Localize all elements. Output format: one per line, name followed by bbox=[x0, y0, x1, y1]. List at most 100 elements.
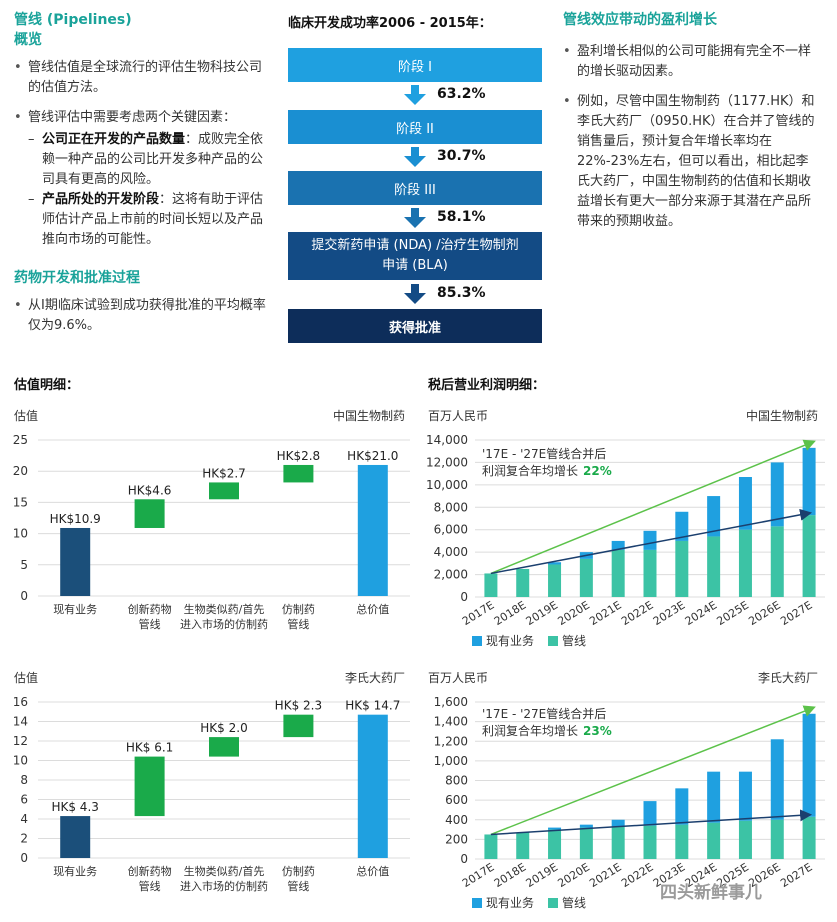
y-tick-label: 12 bbox=[13, 734, 28, 748]
x-tick-label: 2027E bbox=[778, 598, 815, 628]
bar-existing bbox=[675, 788, 689, 825]
bullet-key-factors: 管线评估中需要考虑两个关键因素： bbox=[14, 108, 270, 128]
bar-existing bbox=[802, 713, 816, 817]
factor2-bold: 产品所处的开发阶段 bbox=[42, 192, 160, 207]
y-tick-label: 8,000 bbox=[434, 500, 468, 514]
stage-3-box: 阶段 III bbox=[288, 171, 542, 205]
overview-subtitle: 概览 bbox=[14, 32, 42, 48]
data-label: HK$ 6.1 bbox=[126, 741, 173, 755]
bar-pipeline bbox=[675, 540, 689, 597]
x-tick-label: 2024E bbox=[683, 598, 720, 628]
y-axis-label: 估值 bbox=[14, 408, 38, 423]
x-tick-label: 管线 bbox=[139, 879, 161, 893]
x-tick-label: 生物类似药/首先 bbox=[184, 602, 265, 616]
cagr-value: 23% bbox=[583, 724, 612, 738]
x-tick-label: 管线 bbox=[139, 617, 161, 631]
y-tick-label: 400 bbox=[445, 813, 468, 827]
bullet-growth-drivers: 盈利增长相似的公司可能拥有完全不一样的增长驱动因素。 bbox=[563, 42, 821, 82]
bar-pipeline bbox=[738, 820, 752, 859]
bullet-example: 例如，尽管中国生物制药（1177.HK）和李氏大药厂（0950.HK）在合并了管… bbox=[563, 92, 821, 232]
legend-swatch-existing bbox=[472, 636, 482, 646]
y-tick-label: 200 bbox=[445, 832, 468, 846]
bar bbox=[357, 464, 388, 596]
bar-pipeline bbox=[802, 515, 816, 597]
x-tick-label: 现有业务 bbox=[53, 602, 97, 616]
bar-pipeline bbox=[516, 832, 530, 859]
x-tick-label: 总价值 bbox=[356, 602, 389, 616]
y-tick-label: 1,600 bbox=[434, 695, 468, 709]
legend-label-existing: 现有业务 bbox=[486, 633, 534, 648]
x-tick-label: 2026E bbox=[746, 598, 783, 628]
x-tick-label: 总价值 bbox=[356, 864, 389, 878]
bar-pipeline bbox=[484, 834, 498, 859]
bar-pipeline bbox=[770, 819, 784, 859]
y-axis-label: 百万人民币 bbox=[428, 409, 488, 423]
data-label: HK$ 2.3 bbox=[275, 699, 322, 713]
bar-pipeline bbox=[738, 529, 752, 597]
y-tick-label: 10 bbox=[13, 527, 28, 541]
legend-label-pipeline: 管线 bbox=[562, 633, 586, 648]
bar-existing bbox=[738, 477, 752, 530]
x-tick-label: 2020E bbox=[555, 598, 592, 628]
data-label: HK$21.0 bbox=[347, 449, 398, 463]
bar-pipeline bbox=[579, 558, 593, 597]
factor2-text: ：这将有助于评估师估计产品上市前的时间长短以及产品推向市场的可能性。 bbox=[42, 192, 264, 247]
y-tick-label: 4 bbox=[20, 812, 28, 826]
bar-pipeline bbox=[516, 568, 530, 597]
data-label: HK$10.9 bbox=[50, 512, 101, 526]
legend-swatch-pipeline bbox=[548, 636, 558, 646]
stacked-chart-cbp: 百万人民币 中国生物制药 0 2,000 4,000 6,000 8,000 10,000 12… bbox=[426, 408, 825, 648]
bar bbox=[209, 737, 239, 757]
y-tick-label: 1,400 bbox=[434, 715, 468, 729]
trend-arrow-total bbox=[490, 705, 816, 836]
arrow-down-icon bbox=[404, 147, 426, 167]
profit-growth-title: 管线效应带动的盈利增长 bbox=[563, 12, 717, 28]
y-tick-label: 2 bbox=[20, 832, 28, 846]
bar bbox=[134, 756, 165, 817]
cagr-annotation-line2: 利润复合年均增长 bbox=[482, 463, 578, 478]
bar bbox=[283, 464, 314, 483]
y-tick-label: 0 bbox=[20, 851, 28, 865]
x-tick-label: 2020E bbox=[555, 860, 592, 890]
legend-swatch-pipeline bbox=[548, 898, 558, 908]
bar-existing bbox=[738, 771, 752, 821]
overview-panel: 管线 (Pipelines) 概览 管线估值是全球流行的评估生物科技公司的估值方… bbox=[14, 10, 270, 346]
bar bbox=[357, 714, 388, 858]
bar-existing bbox=[548, 562, 562, 565]
trend-arrow-total bbox=[490, 439, 816, 575]
x-tick-label: 2027E bbox=[778, 860, 815, 890]
data-label: HK$4.6 bbox=[128, 483, 172, 497]
y-tick-label: 10,000 bbox=[426, 478, 468, 492]
y-tick-label: 10 bbox=[13, 754, 28, 768]
watermark: 四头新鲜事儿 bbox=[660, 883, 762, 903]
y-tick-label: 1,000 bbox=[434, 754, 468, 768]
y-tick-label: 0 bbox=[460, 852, 468, 866]
waterfall-chart-cbp: 估值 中国生物制药 0 5 10 15 20 25 HK$10.9 现有业务 HK$4.6 创新药物管… bbox=[13, 408, 410, 631]
bar-existing bbox=[802, 447, 816, 516]
trend-arrow-pipeline bbox=[490, 508, 813, 575]
bar-pipeline bbox=[611, 826, 625, 859]
cagr-annotation-line1: '17E - '27E管线合并后 bbox=[482, 706, 606, 721]
bar-pipeline bbox=[484, 573, 498, 597]
nda-bla-box: 提交新药申请 (NDA) /治疗生物制剂申请 (BLA) bbox=[288, 232, 542, 280]
profit-growth-panel: 管线效应带动的盈利增长 盈利增长相似的公司可能拥有完全不一样的增长驱动因素。 例… bbox=[563, 10, 821, 242]
data-label: HK$2.7 bbox=[202, 466, 246, 480]
y-tick-label: 25 bbox=[13, 433, 28, 447]
x-tick-label: 管线 bbox=[287, 617, 309, 631]
waterfall-chart-lees: 估值 李氏大药厂 0 2 4 6 8 10 12 14 16 HK$ 4.3 现有业务 HK$ 6.1 创新… bbox=[13, 670, 410, 893]
x-tick-label: 2019E bbox=[524, 860, 561, 890]
arrow-down-icon bbox=[404, 284, 426, 304]
x-tick-label: 2025E bbox=[715, 598, 752, 628]
bar-pipeline bbox=[579, 827, 593, 859]
factor-product-count: 公司正在开发的产品数量：成败完全依赖一种产品的公司比开发多种产品的公司具有更高的… bbox=[28, 130, 270, 190]
trend-arrow-pipeline bbox=[490, 809, 813, 836]
x-tick-label: 2021E bbox=[587, 598, 624, 628]
y-tick-label: 0 bbox=[460, 590, 468, 604]
x-tick-label: 2018E bbox=[492, 860, 529, 890]
rate-stage1: 63.2% bbox=[437, 86, 486, 102]
company-label: 中国生物制药 bbox=[746, 408, 818, 423]
x-tick-label: 管线 bbox=[287, 879, 309, 893]
y-tick-label: 4,000 bbox=[434, 545, 468, 559]
arrow-down-icon bbox=[404, 85, 426, 105]
legend-swatch-existing bbox=[472, 898, 482, 908]
